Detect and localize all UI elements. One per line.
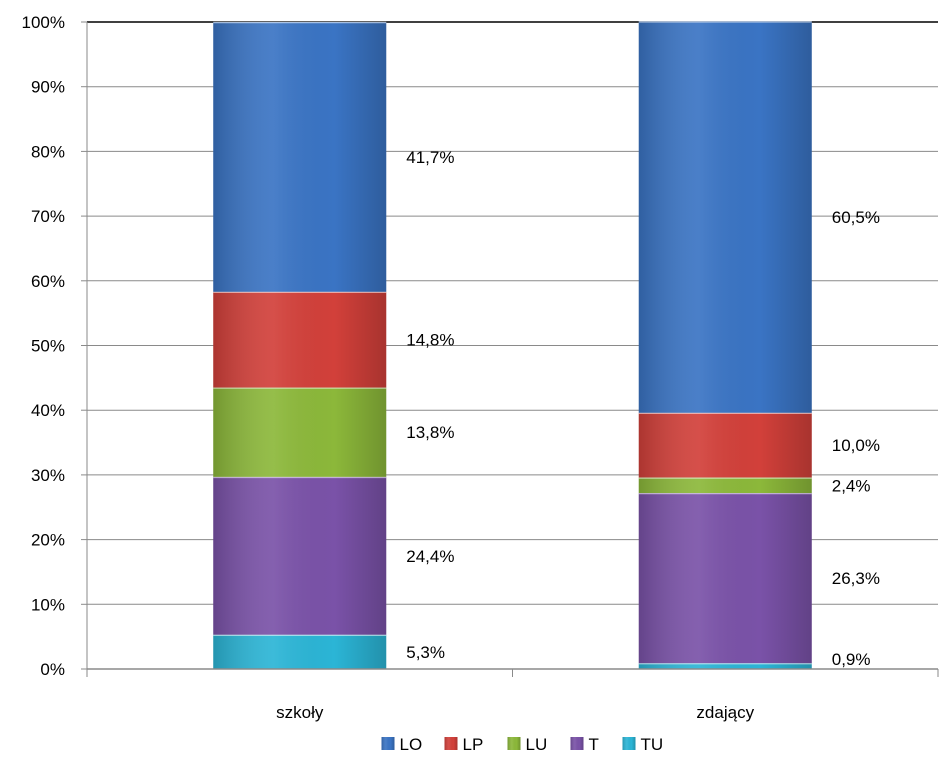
y-tick-label: 20% xyxy=(31,531,65,550)
y-tick-label: 100% xyxy=(22,13,65,32)
legend-swatch-shade xyxy=(444,737,458,750)
data-label-t: 24,4% xyxy=(406,547,454,566)
bars xyxy=(213,21,812,669)
data-label-lu: 13,8% xyxy=(406,423,454,442)
data-label-lo: 41,7% xyxy=(406,148,454,167)
legend: LO LP LU T TU xyxy=(381,735,664,754)
axes: 0% 10% 20% 30% 40% 50% 60% 70% 80% 90% 100% szkoły z… xyxy=(22,13,939,722)
bar-segment-shade xyxy=(638,663,812,669)
y-tick-label: 80% xyxy=(31,142,65,161)
x-category-label: szkoły xyxy=(276,703,324,722)
bar-segment-shade xyxy=(638,493,812,664)
legend-swatch-shade xyxy=(570,737,584,750)
bar-segment-shade xyxy=(638,412,812,478)
bar-segment-shade xyxy=(213,476,387,635)
data-label-lo: 60,5% xyxy=(832,208,880,227)
data-label-tu: 0,9% xyxy=(832,650,871,669)
legend-label-t: T xyxy=(589,735,599,754)
bar-segment-shade xyxy=(213,634,387,669)
legend-swatch-shade xyxy=(622,737,636,750)
y-tick-label: 70% xyxy=(31,207,65,226)
y-tick-label: 0% xyxy=(40,660,65,679)
x-category-label: zdający xyxy=(696,703,754,722)
data-label-t: 26,3% xyxy=(832,569,880,588)
bar-segment-shade xyxy=(213,22,387,292)
bar-segment-shade xyxy=(638,21,812,413)
bar-segment-shade xyxy=(213,291,387,388)
legend-label-lp: LP xyxy=(463,735,484,754)
bar-segment-shade xyxy=(638,477,812,494)
data-label-lp: 14,8% xyxy=(406,331,454,350)
legend-label-lo: LO xyxy=(400,735,423,754)
y-tick-label: 30% xyxy=(31,466,65,485)
legend-swatch-shade xyxy=(381,737,395,750)
legend-label-tu: TU xyxy=(641,735,664,754)
data-label-lu: 2,4% xyxy=(832,476,871,495)
bar-segment-shade xyxy=(213,387,387,477)
y-tick-label: 90% xyxy=(31,78,65,97)
y-tick-label: 10% xyxy=(31,595,65,614)
y-tick-label: 40% xyxy=(31,401,65,420)
data-labels: 5,3% 24,4% 13,8% 14,8% 41,7% 0,9% 26,3% 2,4% 10,… xyxy=(406,148,880,669)
data-label-tu: 5,3% xyxy=(406,643,445,662)
y-tick-label: 60% xyxy=(31,272,65,291)
legend-swatch-shade xyxy=(507,737,521,750)
data-label-lp: 10,0% xyxy=(832,436,880,455)
y-tick-label: 50% xyxy=(31,337,65,356)
legend-label-lu: LU xyxy=(526,735,548,754)
